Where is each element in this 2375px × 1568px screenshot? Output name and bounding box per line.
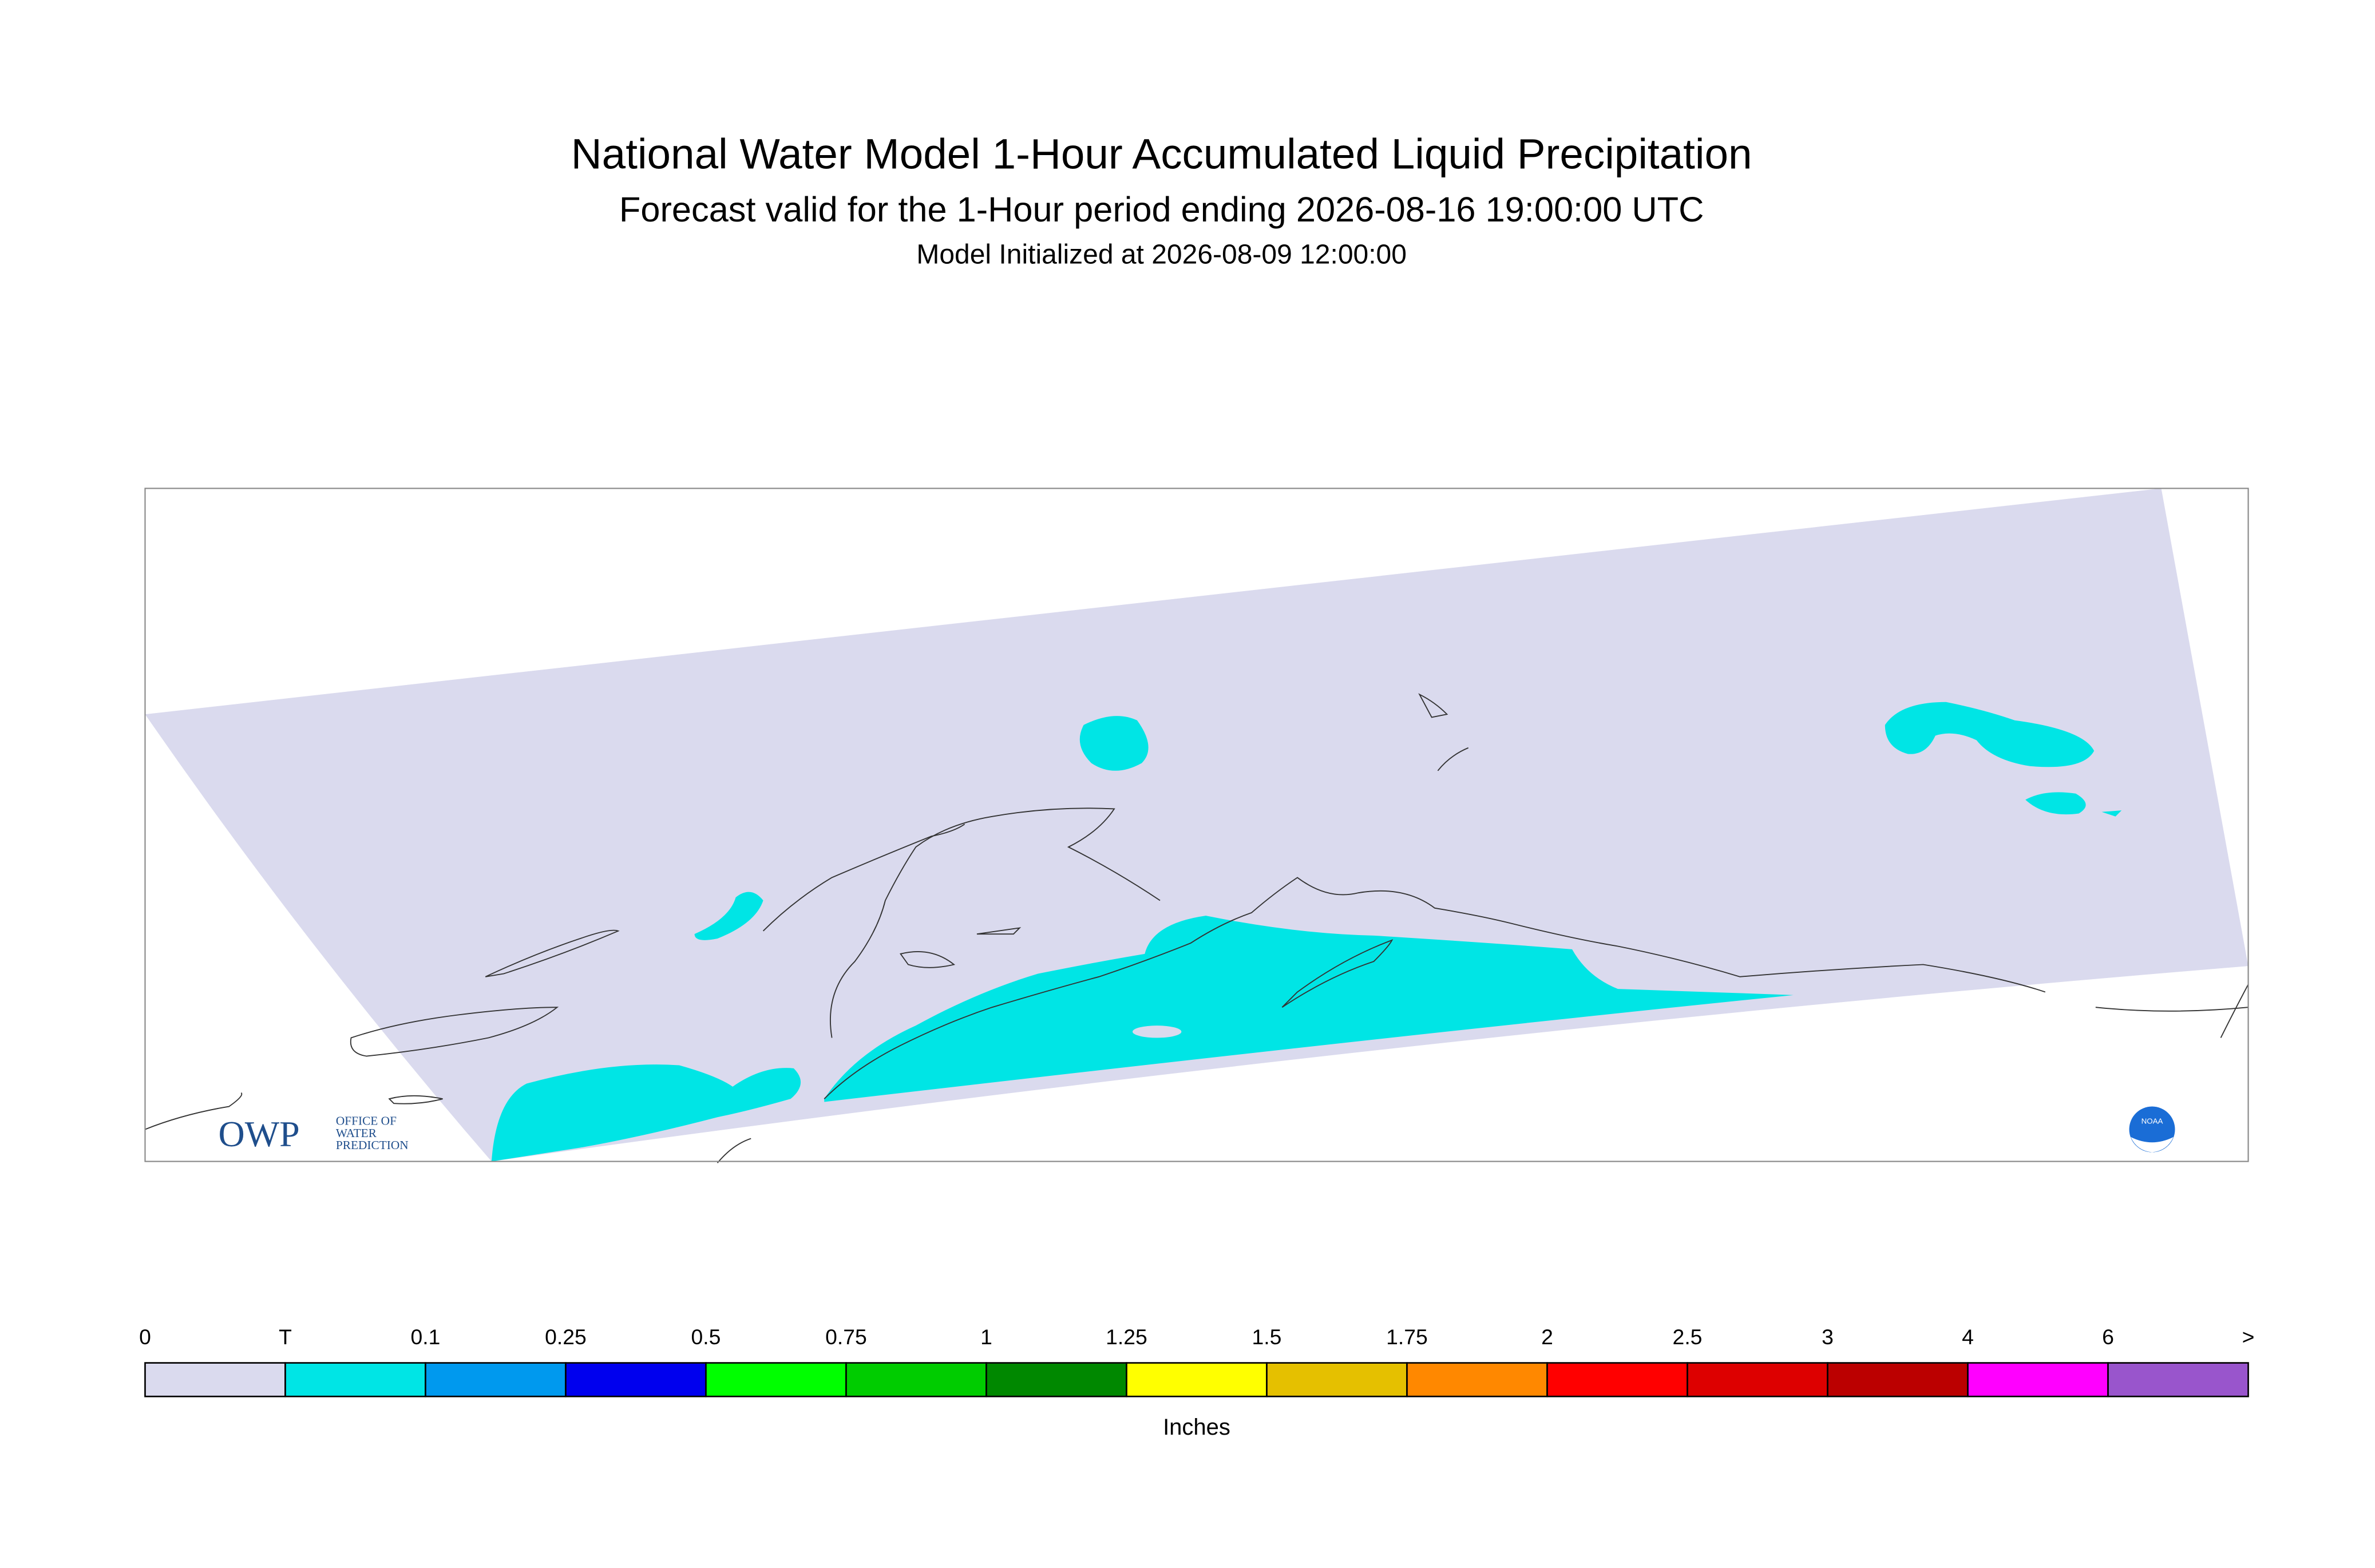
precip-area: [824, 916, 1794, 1102]
legend-swatch: [565, 1362, 707, 1397]
legend-label: 1.5: [1252, 1325, 1282, 1349]
legend-swatch: [1967, 1362, 2109, 1397]
owp-logo-line: PREDICTION: [336, 1138, 409, 1152]
precip-area: [2101, 810, 2122, 817]
coastline: [1281, 939, 1394, 1008]
init-time: Model Initialized at 2026-08-09 12:00:00: [916, 240, 1407, 270]
precip-area: [491, 1064, 801, 1162]
coastline: [900, 951, 956, 968]
noaa-text: NOAA: [2142, 1117, 2163, 1126]
legend-unit: Inches: [1163, 1415, 1230, 1440]
legend-label: 4: [1962, 1325, 1974, 1349]
noaa-wave: [2131, 1137, 2174, 1153]
legend-label: 1.25: [1106, 1325, 1147, 1349]
coastline: [830, 807, 1161, 1038]
owp-logo: OWP OFFICE OF WATER PREDICTION: [219, 1114, 409, 1154]
legend-swatch: [845, 1362, 987, 1397]
owp-logo-line: OFFICE OF: [336, 1114, 397, 1128]
legend-swatch: [1126, 1362, 1268, 1397]
legend: 0 T 0.1 0.25 0.5 0.75 1 1.25 1.5 1.75 2 2.5 3 4 6 >: [139, 1325, 2255, 1397]
legend-swatch: [1687, 1362, 1828, 1397]
legend-label: 0.75: [825, 1325, 867, 1349]
coastline: [762, 823, 965, 932]
map: OWP OFFICE OF WATER PREDICTION NOAA: [144, 488, 2249, 1163]
legend-label: 0.1: [411, 1325, 441, 1349]
precip-area: [2025, 792, 2086, 815]
precip-area: [694, 892, 763, 940]
legend-label: 3: [1822, 1325, 1834, 1349]
legend-swatch: [425, 1362, 567, 1397]
coastline: [1418, 693, 1448, 718]
legend-label: 2.5: [1673, 1325, 1703, 1349]
legend-label: 0.5: [691, 1325, 721, 1349]
title: National Water Model 1-Hour Accumulated …: [571, 129, 1752, 177]
legend-swatch: [1827, 1362, 1969, 1397]
map-frame: [144, 488, 2249, 1162]
legend-label: 2: [1541, 1325, 1553, 1349]
coastline: [2095, 1007, 2249, 1012]
precip-area: [1885, 702, 2095, 767]
legend-swatch: [985, 1362, 1127, 1397]
coastline: [485, 929, 620, 977]
legend-label: 0.25: [545, 1325, 587, 1349]
legend-label: T: [279, 1325, 292, 1349]
coastline: [976, 927, 1022, 935]
coastline: [824, 877, 2046, 1099]
owp-logo-text: OWP: [219, 1114, 300, 1154]
legend-label: 1: [980, 1325, 992, 1349]
legend-label: 1.75: [1386, 1325, 1428, 1349]
model-domain: [145, 488, 2249, 1162]
gap-area: [1132, 1025, 1182, 1038]
legend-label: >: [2242, 1325, 2255, 1349]
coastline: [1437, 747, 1469, 771]
legend-swatch: [1546, 1362, 1688, 1397]
coastlines: [145, 693, 2249, 1163]
coastline: [145, 1092, 243, 1130]
legend-swatch: [284, 1362, 426, 1397]
legend-label: 0: [139, 1325, 151, 1349]
legend-swatch: [1406, 1362, 1548, 1397]
legend-label: 6: [2102, 1325, 2114, 1349]
coastline: [717, 1138, 751, 1163]
precip-area: [1079, 716, 1149, 771]
coastline: [2220, 984, 2249, 1038]
coastline: [350, 1007, 559, 1057]
subtitle: Forecast valid for the 1-Hour period end…: [619, 189, 1704, 229]
precip-areas: [491, 702, 2122, 1162]
legend-swatch: [1266, 1362, 1408, 1397]
noaa-logo: NOAA: [2129, 1106, 2175, 1153]
legend-swatch: [705, 1362, 847, 1397]
legend-swatch: [2107, 1362, 2249, 1397]
legend-swatch: [144, 1362, 286, 1397]
coastline: [388, 1095, 443, 1104]
owp-logo-line: WATER: [336, 1126, 377, 1140]
